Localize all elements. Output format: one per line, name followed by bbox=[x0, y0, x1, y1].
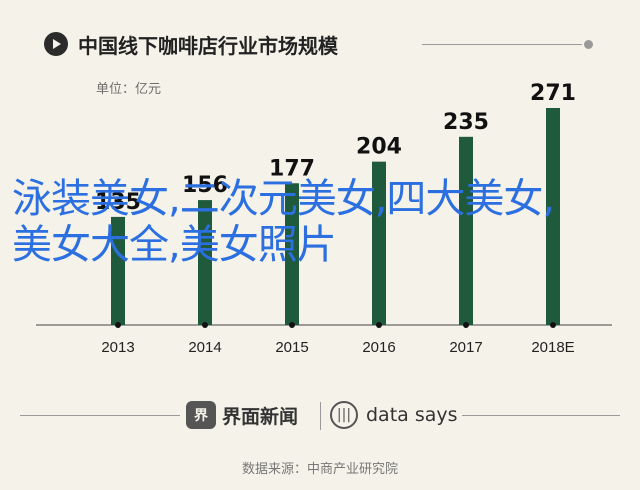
footer-divider-left bbox=[20, 415, 180, 416]
datasays-brand: ||| data says bbox=[330, 400, 458, 430]
value-label-2015: 177 bbox=[269, 156, 315, 181]
x-tick-label-2015: 2015 bbox=[275, 339, 308, 356]
title-divider-dot bbox=[584, 40, 593, 49]
chart-title: 中国线下咖啡店行业市场规模 bbox=[78, 34, 338, 58]
datasays-logo-icon: ||| bbox=[330, 401, 358, 429]
x-tick-label-2014: 2014 bbox=[188, 339, 221, 356]
chart-header: 中国线下咖啡店行业市场规模 bbox=[0, 0, 640, 80]
value-label-2018E: 271 bbox=[530, 81, 576, 106]
bar-2017 bbox=[459, 136, 473, 325]
jiemian-logo-icon: 界 bbox=[186, 401, 216, 429]
data-source: 数据来源：中商产业研究院 bbox=[241, 462, 398, 477]
footer-divider-right bbox=[462, 415, 620, 416]
play-icon bbox=[44, 32, 68, 56]
datasays-name: data says bbox=[366, 404, 458, 426]
tick-dot-2013 bbox=[115, 322, 121, 328]
value-label-2013: 135 bbox=[95, 190, 141, 215]
value-label-2017: 235 bbox=[443, 110, 489, 135]
jiemian-brand: 界 界面新闻 bbox=[186, 400, 298, 430]
overlay-text: 泳装美女,二次元美女,四大美女,美女大全,美女照片 bbox=[12, 176, 555, 268]
x-tick-label-2013: 2013 bbox=[101, 339, 134, 356]
bar-2016 bbox=[372, 161, 386, 325]
bar-2018E bbox=[546, 108, 560, 325]
x-tick-label-2018E: 2018E bbox=[531, 339, 574, 356]
tick-dot-2018E bbox=[550, 322, 556, 328]
bar-2014 bbox=[198, 200, 212, 325]
value-label-2016: 204 bbox=[356, 135, 402, 160]
tick-dot-2014 bbox=[202, 322, 208, 328]
brand-separator bbox=[320, 402, 321, 430]
x-tick-label-2017: 2017 bbox=[449, 339, 482, 356]
tick-dot-2017 bbox=[463, 322, 469, 328]
tick-dot-2016 bbox=[376, 322, 382, 328]
bar-chart: 135 2013 156 2014 177 2015 204 2016 235 2017 271 20… bbox=[36, 81, 612, 356]
bar-2013 bbox=[111, 216, 125, 325]
jiemian-name: 界面新闻 bbox=[222, 405, 299, 428]
title-divider bbox=[422, 44, 582, 45]
bar-2015 bbox=[285, 183, 299, 325]
tick-dot-2015 bbox=[289, 322, 295, 328]
x-tick-label-2016: 2016 bbox=[362, 339, 395, 356]
unit-label: 单位：亿元 bbox=[96, 82, 162, 97]
value-label-2014: 156 bbox=[182, 173, 228, 198]
